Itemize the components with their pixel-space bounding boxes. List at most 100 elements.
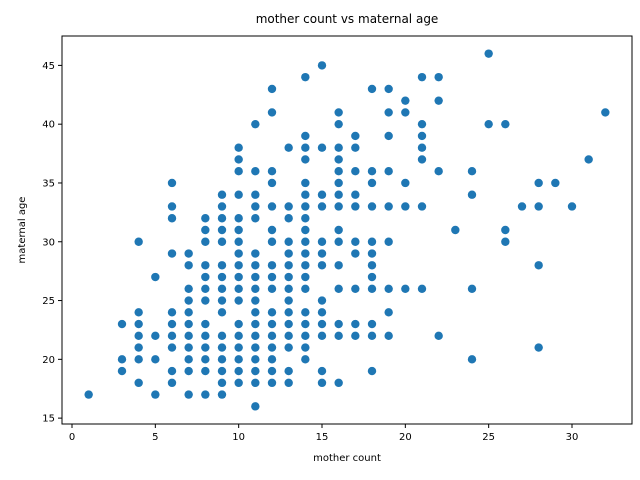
data-point: [367, 167, 377, 176]
data-point: [434, 167, 443, 176]
data-point: [301, 355, 310, 364]
data-point: [84, 390, 93, 399]
data-point: [217, 366, 227, 376]
data-point: [367, 202, 377, 211]
y-tick-label: 25: [42, 296, 55, 307]
data-point: [217, 284, 227, 293]
data-point: [184, 296, 193, 305]
data-point: [267, 308, 277, 317]
y-tick-label: 15: [42, 414, 55, 425]
data-point: [317, 366, 327, 376]
data-point: [284, 272, 293, 282]
data-point: [417, 131, 427, 141]
data-point: [417, 284, 427, 293]
data-point: [334, 225, 343, 235]
data-point: [417, 155, 427, 164]
data-point: [167, 343, 177, 352]
data-point: [501, 225, 510, 235]
data-point: [201, 225, 210, 235]
data-point: [434, 72, 443, 82]
data-point: [301, 331, 310, 341]
data-point: [134, 237, 143, 246]
data-point: [367, 178, 377, 188]
data-point: [567, 202, 577, 211]
data-point: [267, 225, 277, 235]
data-point: [234, 167, 243, 176]
data-point: [284, 319, 293, 329]
data-point: [334, 319, 343, 329]
y-axis-ticks: 15 20 25 30 35 40 45: [42, 61, 62, 425]
data-point: [301, 284, 310, 293]
data-point: [134, 343, 143, 352]
data-point: [317, 190, 327, 199]
data-point: [317, 249, 327, 258]
data-point: [201, 366, 210, 376]
data-point: [334, 331, 343, 341]
data-point: [284, 378, 293, 388]
data-point: [367, 366, 377, 376]
data-point: [401, 96, 410, 105]
data-point: [534, 202, 543, 211]
data-point: [251, 261, 260, 270]
data-point: [234, 261, 243, 270]
data-point: [151, 390, 160, 399]
data-point: [284, 343, 293, 352]
data-point: [401, 178, 410, 188]
x-tick-label: 0: [69, 432, 75, 443]
y-tick-label: 30: [42, 237, 55, 248]
data-point: [384, 167, 393, 176]
data-point: [134, 355, 143, 364]
data-point: [117, 319, 127, 329]
data-point: [234, 237, 243, 246]
data-point: [334, 284, 343, 293]
data-point: [367, 284, 377, 293]
data-point: [134, 308, 143, 317]
data-point: [201, 272, 210, 282]
data-point: [467, 190, 477, 199]
data-point: [434, 331, 443, 341]
data-point: [267, 331, 277, 341]
data-point: [351, 167, 360, 176]
data-point: [184, 319, 193, 329]
chart-title: mother count vs maternal age: [256, 12, 439, 26]
plot-frame: [61, 35, 633, 425]
data-point: [167, 308, 177, 317]
data-point: [384, 284, 393, 293]
data-point: [517, 202, 527, 211]
y-axis-label: maternal age: [17, 197, 28, 264]
x-tick-label: 5: [152, 432, 158, 443]
data-point: [234, 319, 243, 329]
data-point: [351, 249, 360, 258]
data-point: [367, 237, 377, 246]
data-point: [151, 331, 160, 341]
data-point: [467, 167, 477, 176]
data-point: [401, 284, 410, 293]
data-point: [267, 343, 277, 352]
data-point: [184, 308, 193, 317]
data-point: [251, 119, 260, 129]
data-point: [334, 119, 343, 129]
data-point: [284, 366, 293, 376]
data-point: [284, 296, 293, 305]
data-point: [384, 108, 393, 117]
data-point: [301, 155, 310, 164]
y-tick-label: 35: [42, 178, 55, 189]
data-point: [184, 284, 193, 293]
data-point: [234, 284, 243, 293]
data-point: [267, 167, 277, 176]
data-point: [384, 308, 393, 317]
data-point: [284, 284, 293, 293]
data-point: [234, 296, 243, 305]
data-point: [267, 261, 277, 270]
data-point: [251, 331, 260, 341]
data-point: [351, 202, 360, 211]
data-point: [351, 237, 360, 246]
data-point: [284, 249, 293, 258]
data-point: [301, 249, 310, 258]
data-point: [334, 378, 343, 388]
data-point: [201, 214, 210, 223]
data-point: [401, 202, 410, 211]
data-point: [217, 378, 227, 388]
data-point: [301, 343, 310, 352]
